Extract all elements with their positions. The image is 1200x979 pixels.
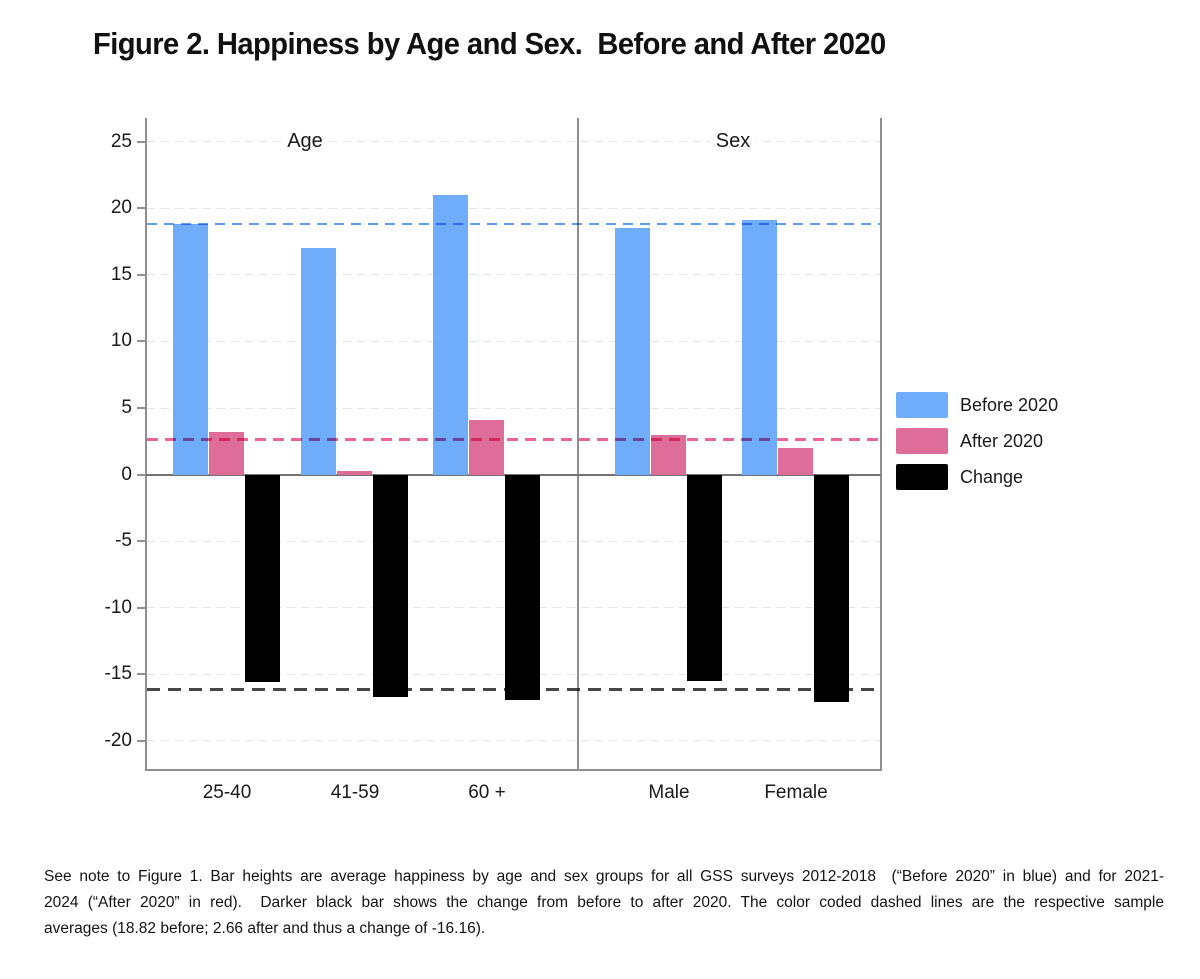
legend-row-change: Change — [896, 464, 1196, 490]
y-axis-tick — [137, 739, 146, 742]
gridline — [147, 274, 880, 276]
y-axis-tick-label: 15 — [110, 263, 132, 285]
bar-after-2020-female — [778, 447, 813, 475]
legend: Before 2020 After 2020 Change — [896, 392, 1196, 500]
legend-swatch-after-2020 — [896, 428, 948, 454]
y-axis-tick — [137, 473, 146, 476]
bar-change-male — [687, 474, 722, 681]
bar-change-41-59 — [373, 474, 408, 697]
footnote-line: See note to Figure 1. Bar heights are av… — [44, 868, 1164, 885]
panel-title-sex: Sex — [715, 130, 751, 152]
bar-after-2020-male — [651, 434, 686, 475]
y-axis-tick — [137, 673, 146, 676]
gridline — [147, 207, 880, 209]
gridline — [147, 340, 880, 342]
bar-before-2020-male — [615, 228, 650, 475]
y-axis-tick — [137, 407, 146, 410]
legend-row-after-2020: After 2020 — [896, 428, 1196, 454]
gridline — [147, 407, 880, 409]
bar-before-2020-25-40 — [173, 224, 208, 475]
panel-title-bg-age — [282, 131, 328, 151]
legend-swatch-before-2020 — [896, 392, 948, 418]
x-axis-label-41-59: 41-59 — [330, 782, 380, 803]
x-axis-line — [145, 769, 882, 771]
bar-before-2020-60 — [433, 194, 468, 475]
bar-before-2020-41-59 — [301, 248, 336, 475]
x-axis-label-60: 60 + — [468, 782, 506, 803]
footnote-line: 2024 (“After 2020” in red). Darker black… — [44, 894, 1164, 911]
y-axis-tick-label: 20 — [110, 197, 132, 219]
legend-label-change: Change — [960, 466, 1024, 487]
reference-line-after-2020-sample-average — [147, 437, 880, 441]
legend-row-before-2020: Before 2020 — [896, 392, 1196, 418]
y-axis-tick-label: 5 — [121, 397, 132, 419]
plot-right-border — [880, 118, 882, 770]
y-axis-line — [145, 118, 147, 770]
y-axis-tick — [137, 606, 146, 609]
y-axis-tick — [137, 540, 146, 543]
panel-title-age: Age — [287, 130, 323, 152]
y-axis-tick-label: 25 — [110, 130, 132, 152]
y-axis-tick-label: -10 — [104, 596, 132, 618]
legend-label-before-2020: Before 2020 — [960, 394, 1059, 415]
figure-title: Figure 2. Happiness by Age and Sex. Befo… — [93, 26, 886, 61]
bar-change-female — [814, 474, 849, 703]
reference-line-change-sample-average — [147, 688, 880, 692]
panel-title-bg-sex — [710, 131, 756, 151]
legend-swatch-change — [896, 464, 948, 490]
y-axis-tick-label: -15 — [104, 663, 132, 685]
y-axis-tick — [137, 273, 146, 276]
y-axis-tick — [137, 340, 146, 343]
bar-change-25-40 — [245, 474, 280, 683]
x-axis-label-25-40: 25-40 — [202, 782, 252, 803]
bar-after-2020-41-59 — [337, 470, 372, 475]
panel-divider-line — [577, 118, 579, 770]
reference-line-before-2020-sample-average — [147, 222, 880, 226]
y-axis-tick-label: -20 — [104, 729, 132, 751]
gridline — [147, 740, 880, 742]
y-axis-tick — [137, 207, 146, 210]
footnote-line: averages (18.82 before; 2.66 after and t… — [44, 920, 486, 937]
bar-change-60 — [505, 474, 540, 700]
y-axis-tick — [137, 140, 146, 143]
legend-label-after-2020: After 2020 — [960, 430, 1044, 451]
bar-after-2020-60 — [469, 420, 504, 475]
gridline — [147, 141, 880, 143]
x-axis-label-female: Female — [764, 782, 828, 803]
y-axis-tick-label: 10 — [110, 330, 132, 352]
x-axis-label-male: Male — [648, 782, 690, 803]
y-axis-tick-label: 0 — [121, 463, 132, 485]
bar-before-2020-female — [742, 220, 777, 475]
y-axis-tick-label: -5 — [115, 530, 132, 552]
figure-footnote: See note to Figure 1. Bar heights are av… — [44, 864, 1164, 942]
